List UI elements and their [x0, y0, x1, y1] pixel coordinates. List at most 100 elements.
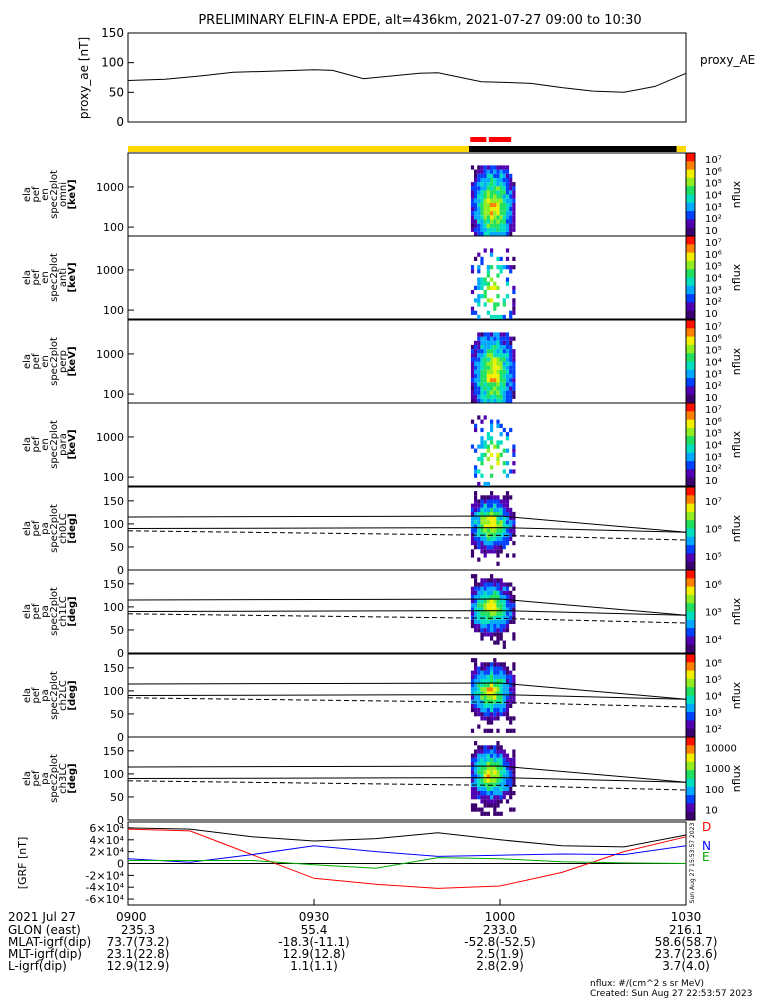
y-tick-label: 150: [101, 26, 124, 40]
heatmap-cell: [493, 766, 497, 771]
colorbar-tick-label: 10: [705, 226, 718, 237]
heatmap-cell: [474, 795, 478, 800]
colorbar-cell: [686, 351, 695, 354]
heatmap-cell: [474, 582, 478, 587]
heatmap-cell: [499, 503, 503, 508]
colorbar-cell: [686, 540, 695, 544]
heatmap-cell: [480, 528, 484, 533]
heatmap-cell: [470, 344, 475, 350]
colorbar-cell: [686, 493, 695, 496]
heatmap-cell: [496, 603, 500, 608]
colorbar-cell: [686, 373, 695, 377]
heatmap-cell: [474, 619, 478, 624]
heatmap-cell: [512, 186, 516, 191]
heatmap-cell: [496, 590, 500, 595]
colorbar-tick-label: 10⁷: [705, 405, 722, 416]
heatmap-cell: [483, 349, 487, 354]
heatmap-cell: [480, 670, 484, 675]
grf-total-line: [127, 827, 687, 848]
heatmap-cell: [496, 182, 500, 187]
heatmap-cell: [490, 511, 494, 517]
heatmap-cell: [486, 516, 490, 521]
heatmap-cell: [502, 182, 506, 187]
panel-ylabel-line: perp: [58, 350, 69, 373]
heatmap-cell: [470, 803, 475, 808]
heatmap-cell: [483, 520, 487, 525]
heatmap-cell: [486, 285, 490, 290]
heatmap-cell: [480, 599, 484, 604]
heatmap-cell: [496, 398, 500, 404]
colorbar-cell: [686, 236, 695, 239]
heatmap-cell: [490, 357, 494, 362]
heatmap-cell: [477, 699, 481, 704]
heatmap-cell: [480, 177, 484, 183]
heatmap-cell: [490, 524, 494, 529]
heatmap-cell: [505, 628, 510, 633]
colorbar-cell: [686, 656, 695, 659]
heatmap-cell: [483, 336, 487, 341]
ephemeris-value: -18.3(-11.1): [278, 935, 349, 949]
colorbar-frame: [685, 569, 696, 654]
heatmap-cell: [496, 378, 500, 383]
heatmap-cell: [496, 524, 500, 529]
heatmap-cell: [509, 670, 513, 675]
heatmap-cell: [509, 766, 513, 771]
heatmap-cell: [496, 716, 500, 721]
colorbar-cell: [686, 242, 695, 245]
heatmap-cell: [496, 503, 500, 508]
heatmap-cell: [496, 703, 500, 708]
heatmap-cell: [505, 398, 510, 404]
heatmap-cell: [477, 469, 481, 474]
heatmap-cell: [480, 277, 484, 282]
ephemeris-value: 12.9(12.8): [283, 947, 346, 961]
heatmap-cell: [474, 741, 478, 746]
heatmap-cell: [490, 223, 494, 228]
heatmap-cell: [490, 378, 494, 383]
heatmap-cell: [490, 594, 494, 600]
heatmap-cell: [470, 444, 475, 449]
heatmap-cell: [490, 516, 494, 521]
colorbar-cell: [686, 795, 695, 798]
heatmap-cell: [512, 310, 516, 315]
ephemeris-value: 23.7(23.6): [655, 947, 718, 961]
colorbar-cell: [686, 196, 695, 200]
heatmap-cell: [490, 361, 494, 366]
heatmap-cell: [502, 541, 506, 546]
heatmap-cell: [474, 662, 478, 667]
colorbar-cell: [686, 227, 695, 231]
colorbar-tick-label: 10⁵: [705, 346, 722, 357]
heatmap-cell: [474, 298, 478, 303]
colorbar-cell: [686, 594, 695, 598]
heatmap-cell: [483, 190, 487, 195]
colorbar-cell: [686, 526, 695, 529]
colorbar-cell: [686, 233, 695, 237]
heatmap-cell: [474, 215, 478, 220]
heatmap-cell: [509, 528, 513, 533]
heatmap-cell: [486, 390, 490, 395]
heatmap-cell: [493, 782, 497, 787]
heatmap-cell: [480, 766, 484, 771]
colorbar-cell: [686, 217, 695, 220]
heatmap-cell: [512, 666, 516, 671]
colorbar-cell: [686, 340, 695, 344]
heatmap-cell: [499, 532, 503, 537]
colorbar-cell: [686, 369, 695, 373]
heatmap-cell: [486, 786, 490, 791]
colorbar-cell: [686, 271, 695, 274]
colorbar-cell: [686, 749, 695, 753]
heatmap-cell: [477, 557, 481, 562]
colorbar-cell: [686, 780, 695, 784]
colorbar-cell: [686, 165, 695, 169]
colorbar-cell: [686, 353, 695, 356]
heatmap-cell: [505, 541, 510, 546]
heatmap-cell: [502, 169, 506, 174]
heatmap-cell: [499, 211, 503, 216]
heatmap-cell: [509, 728, 513, 733]
colorbar-cell: [686, 811, 695, 815]
heatmap-cell: [493, 198, 497, 203]
colorbar-cell: [686, 505, 695, 509]
colorbar-cell: [686, 630, 695, 633]
heatmap-cell: [480, 173, 484, 178]
heatmap-cell: [499, 674, 503, 679]
